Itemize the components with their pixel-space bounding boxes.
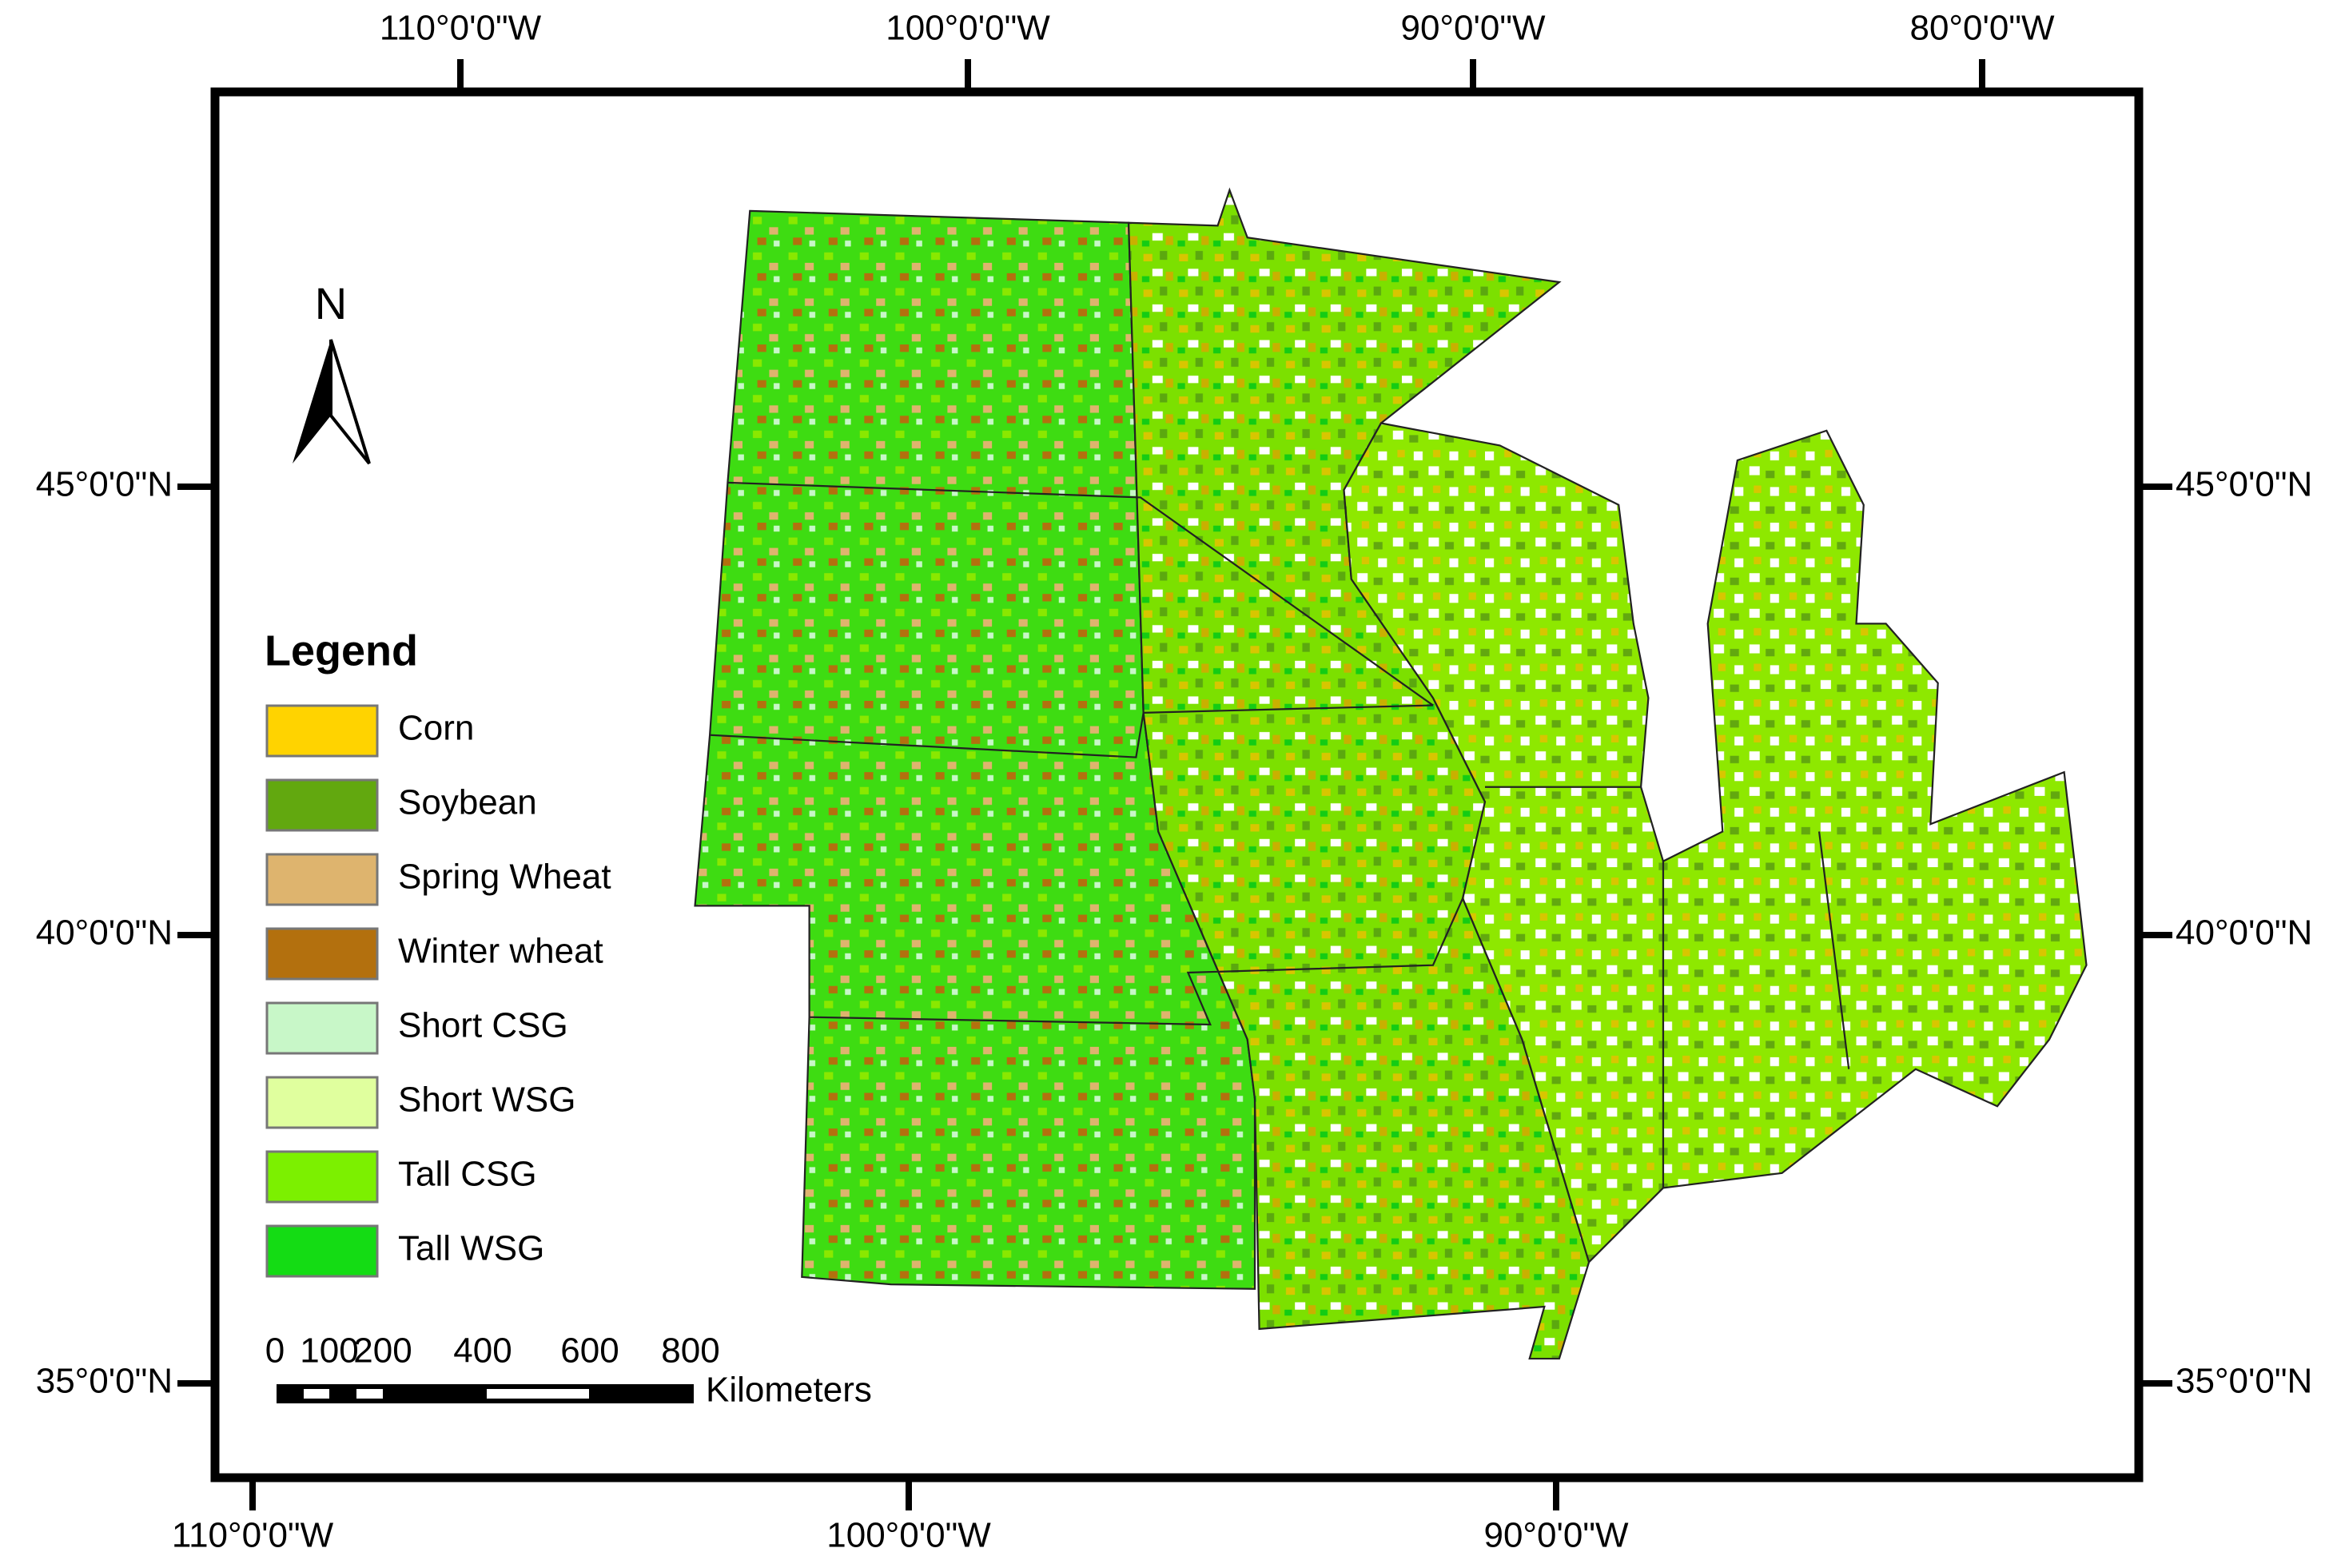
scale-label: 200 [353, 1331, 412, 1371]
graticule-label: 80°0'0"W [1909, 9, 2054, 48]
graticule-label: 35°0'0"N [2176, 1362, 2312, 1401]
arrow-right [329, 339, 371, 465]
graticule-label: 110°0'0"W [172, 1516, 334, 1555]
scale-label: 100 [300, 1331, 358, 1371]
legend-label: Soybean [398, 783, 537, 822]
legend-swatch [265, 704, 379, 758]
graticule-label: 45°0'0"N [2176, 465, 2312, 504]
graticule-label: 40°0'0"N [2176, 913, 2312, 953]
legend-swatch [265, 1150, 379, 1204]
legend-swatch [265, 1076, 379, 1129]
map-body [694, 187, 2088, 1360]
legend-label: Tall CSG [398, 1155, 537, 1194]
north-label: N [315, 278, 347, 328]
scale-unit: Kilometers [706, 1371, 872, 1410]
legend-label: Winter wheat [398, 932, 603, 971]
map-frame [210, 87, 2144, 1482]
state-borders [1817, 831, 1850, 1069]
legend-title: Legend [265, 627, 418, 675]
scale-bar-body [277, 1384, 694, 1403]
scale-bar [277, 1384, 694, 1403]
graticule-label: 100°0'0"W [886, 9, 1050, 48]
legend-swatch [265, 853, 379, 906]
graticule-label: 90°0'0"W [1400, 9, 1545, 48]
arrow-left [293, 340, 331, 464]
scale-label: 400 [453, 1331, 512, 1371]
legend-label: Tall WSG [398, 1229, 544, 1268]
legend-label: Corn [398, 709, 474, 748]
graticule-label: 90°0'0"W [1483, 1516, 1628, 1555]
legend-label: Spring Wheat [398, 858, 611, 897]
scale-bar-gap [304, 1389, 329, 1399]
state-borders [809, 897, 1464, 1026]
legend-label: Short CSG [398, 1006, 568, 1045]
north-arrow: N [293, 278, 371, 465]
state-borders [710, 704, 1433, 758]
state-borders [727, 481, 1434, 706]
labels: 110°0'0"W 100°0'0"W 90°0'0"W 80°0'0"W 110°0'… [36, 9, 2313, 1555]
scale-label: 600 [560, 1331, 619, 1371]
scale-label: 800 [661, 1331, 719, 1371]
legend-label: Short WSG [398, 1080, 576, 1120]
legend-swatch [265, 778, 379, 832]
scale-bar-gap [487, 1389, 589, 1399]
legend-swatch [265, 927, 379, 981]
graticule-label: 35°0'0"N [36, 1362, 173, 1401]
scale-bar-gap [356, 1389, 383, 1399]
graticule-label: 40°0'0"N [36, 913, 173, 953]
scale-label: 0 [265, 1331, 285, 1371]
legend-swatch [265, 1224, 379, 1278]
graticule-label: 110°0'0"W [380, 9, 542, 48]
graticule-label: 45°0'0"N [36, 465, 173, 504]
legend-swatch [265, 1001, 379, 1055]
graticule-label: 100°0'0"W [826, 1516, 991, 1555]
